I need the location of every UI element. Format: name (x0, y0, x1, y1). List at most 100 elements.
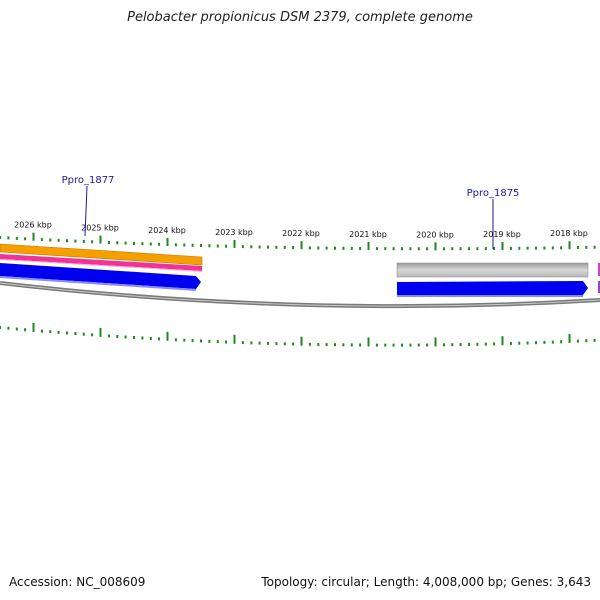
outer-minor-tick (585, 245, 588, 249)
outer-minor-tick (183, 243, 186, 247)
kbp-tick-label: 2018 kbp (550, 229, 588, 238)
gene-track-grey[interactable] (396, 262, 589, 278)
inner-minor-tick (518, 341, 521, 345)
inner-tick-ring (0, 322, 596, 347)
outer-minor-tick (225, 244, 228, 248)
cds-arrow-left[interactable] (0, 263, 201, 289)
inner-minor-tick (0, 326, 1, 329)
inner-minor-tick (24, 328, 27, 332)
outer-minor-tick (476, 247, 479, 251)
inner-minor-tick (509, 342, 512, 345)
inner-minor-tick (292, 342, 295, 346)
outer-minor-tick (49, 238, 52, 242)
outer-minor-tick (267, 245, 269, 249)
inner-major-tick (501, 336, 504, 346)
outer-minor-tick (593, 245, 596, 249)
inner-minor-tick (459, 343, 462, 347)
inner-minor-tick (317, 343, 320, 346)
inner-minor-tick (384, 343, 387, 347)
outer-major-tick (32, 232, 35, 241)
inner-minor-tick (40, 329, 43, 333)
outer-minor-tick (468, 247, 470, 251)
outer-minor-tick (308, 246, 311, 250)
outer-minor-tick (451, 247, 454, 251)
inner-minor-tick (543, 340, 546, 344)
outer-minor-tick (426, 247, 429, 251)
outer-minor-tick (543, 246, 546, 250)
outer-major-tick (233, 239, 236, 248)
outer-minor-tick (459, 247, 462, 251)
kbp-tick-label: 2023 kbp (215, 228, 253, 237)
inner-minor-tick (15, 327, 18, 331)
inner-major-tick (166, 331, 169, 341)
genome-backbone-highlight (0, 282, 600, 307)
outer-minor-tick (409, 247, 412, 251)
accession-label: Accession: NC_008609 (9, 575, 146, 589)
inner-minor-tick (149, 337, 152, 340)
inner-major-tick (32, 322, 35, 332)
outer-minor-tick (401, 247, 403, 251)
outer-minor-tick (334, 246, 336, 250)
outer-minor-tick (66, 239, 68, 243)
outer-minor-tick (74, 239, 77, 243)
inner-minor-tick (208, 339, 211, 343)
outer-minor-tick (158, 242, 161, 246)
outer-minor-tick (551, 246, 554, 250)
outer-minor-tick (375, 247, 378, 251)
inner-minor-tick (191, 339, 194, 343)
outer-minor-tick (560, 246, 563, 250)
inner-major-tick (99, 327, 102, 337)
inner-minor-tick (91, 333, 94, 337)
inner-minor-tick (342, 343, 345, 347)
inner-minor-tick (133, 336, 135, 339)
kbp-tick-labels: 2026 kbp 2025 kbp 2024 kbp 2023 kbp 2022 kbp… (14, 221, 588, 240)
inner-minor-tick (275, 342, 278, 346)
outer-minor-tick (442, 247, 445, 251)
outer-minor-tick (384, 247, 387, 251)
inner-minor-tick (409, 343, 412, 347)
inner-minor-tick (535, 341, 537, 345)
kbp-tick-label: 2021 kbp (349, 230, 387, 239)
gene-edge-magenta (598, 263, 600, 276)
inner-minor-tick (334, 343, 336, 347)
outer-minor-tick (174, 243, 177, 247)
inner-minor-tick (116, 335, 119, 338)
outer-tick-ring (0, 232, 596, 251)
svg-text:Ppro_1877: Ppro_1877 (62, 175, 115, 186)
outer-minor-tick (535, 246, 537, 250)
inner-minor-tick (174, 338, 177, 342)
outer-major-tick (300, 241, 303, 250)
outer-minor-tick (350, 246, 353, 250)
outer-minor-tick (250, 245, 253, 249)
inner-minor-tick (468, 342, 470, 346)
outer-minor-tick (133, 241, 135, 245)
outer-minor-tick (484, 247, 487, 251)
outer-minor-tick (241, 245, 244, 249)
outer-minor-tick (258, 245, 261, 249)
inner-minor-tick (576, 339, 579, 343)
outer-minor-tick (275, 245, 278, 249)
inner-minor-tick (74, 332, 77, 336)
gene-track-orange[interactable] (0, 243, 203, 266)
inner-minor-tick (267, 341, 269, 345)
inner-minor-tick (551, 340, 554, 344)
svg-text:Ppro_1875: Ppro_1875 (467, 188, 520, 199)
inner-minor-tick (442, 343, 445, 347)
gene-track-pink[interactable] (0, 254, 202, 271)
outer-minor-tick (82, 239, 85, 243)
inner-minor-tick (325, 343, 328, 347)
gene-label-ppro-1875[interactable]: Ppro_1875 (467, 188, 520, 249)
inner-minor-tick (593, 338, 596, 342)
inner-minor-tick (258, 341, 261, 345)
inner-minor-tick (417, 343, 420, 347)
cds-arrow-right-shadow (397, 295, 583, 297)
outer-minor-tick (0, 236, 1, 239)
inner-minor-tick (200, 339, 202, 343)
cds-arrow-right[interactable] (397, 281, 588, 295)
outer-minor-tick (200, 244, 202, 247)
inner-minor-tick (216, 340, 219, 344)
outer-minor-tick (509, 246, 512, 250)
gene-label-ppro-1877[interactable]: Ppro_1877 (62, 175, 115, 237)
outer-minor-tick (292, 246, 295, 250)
